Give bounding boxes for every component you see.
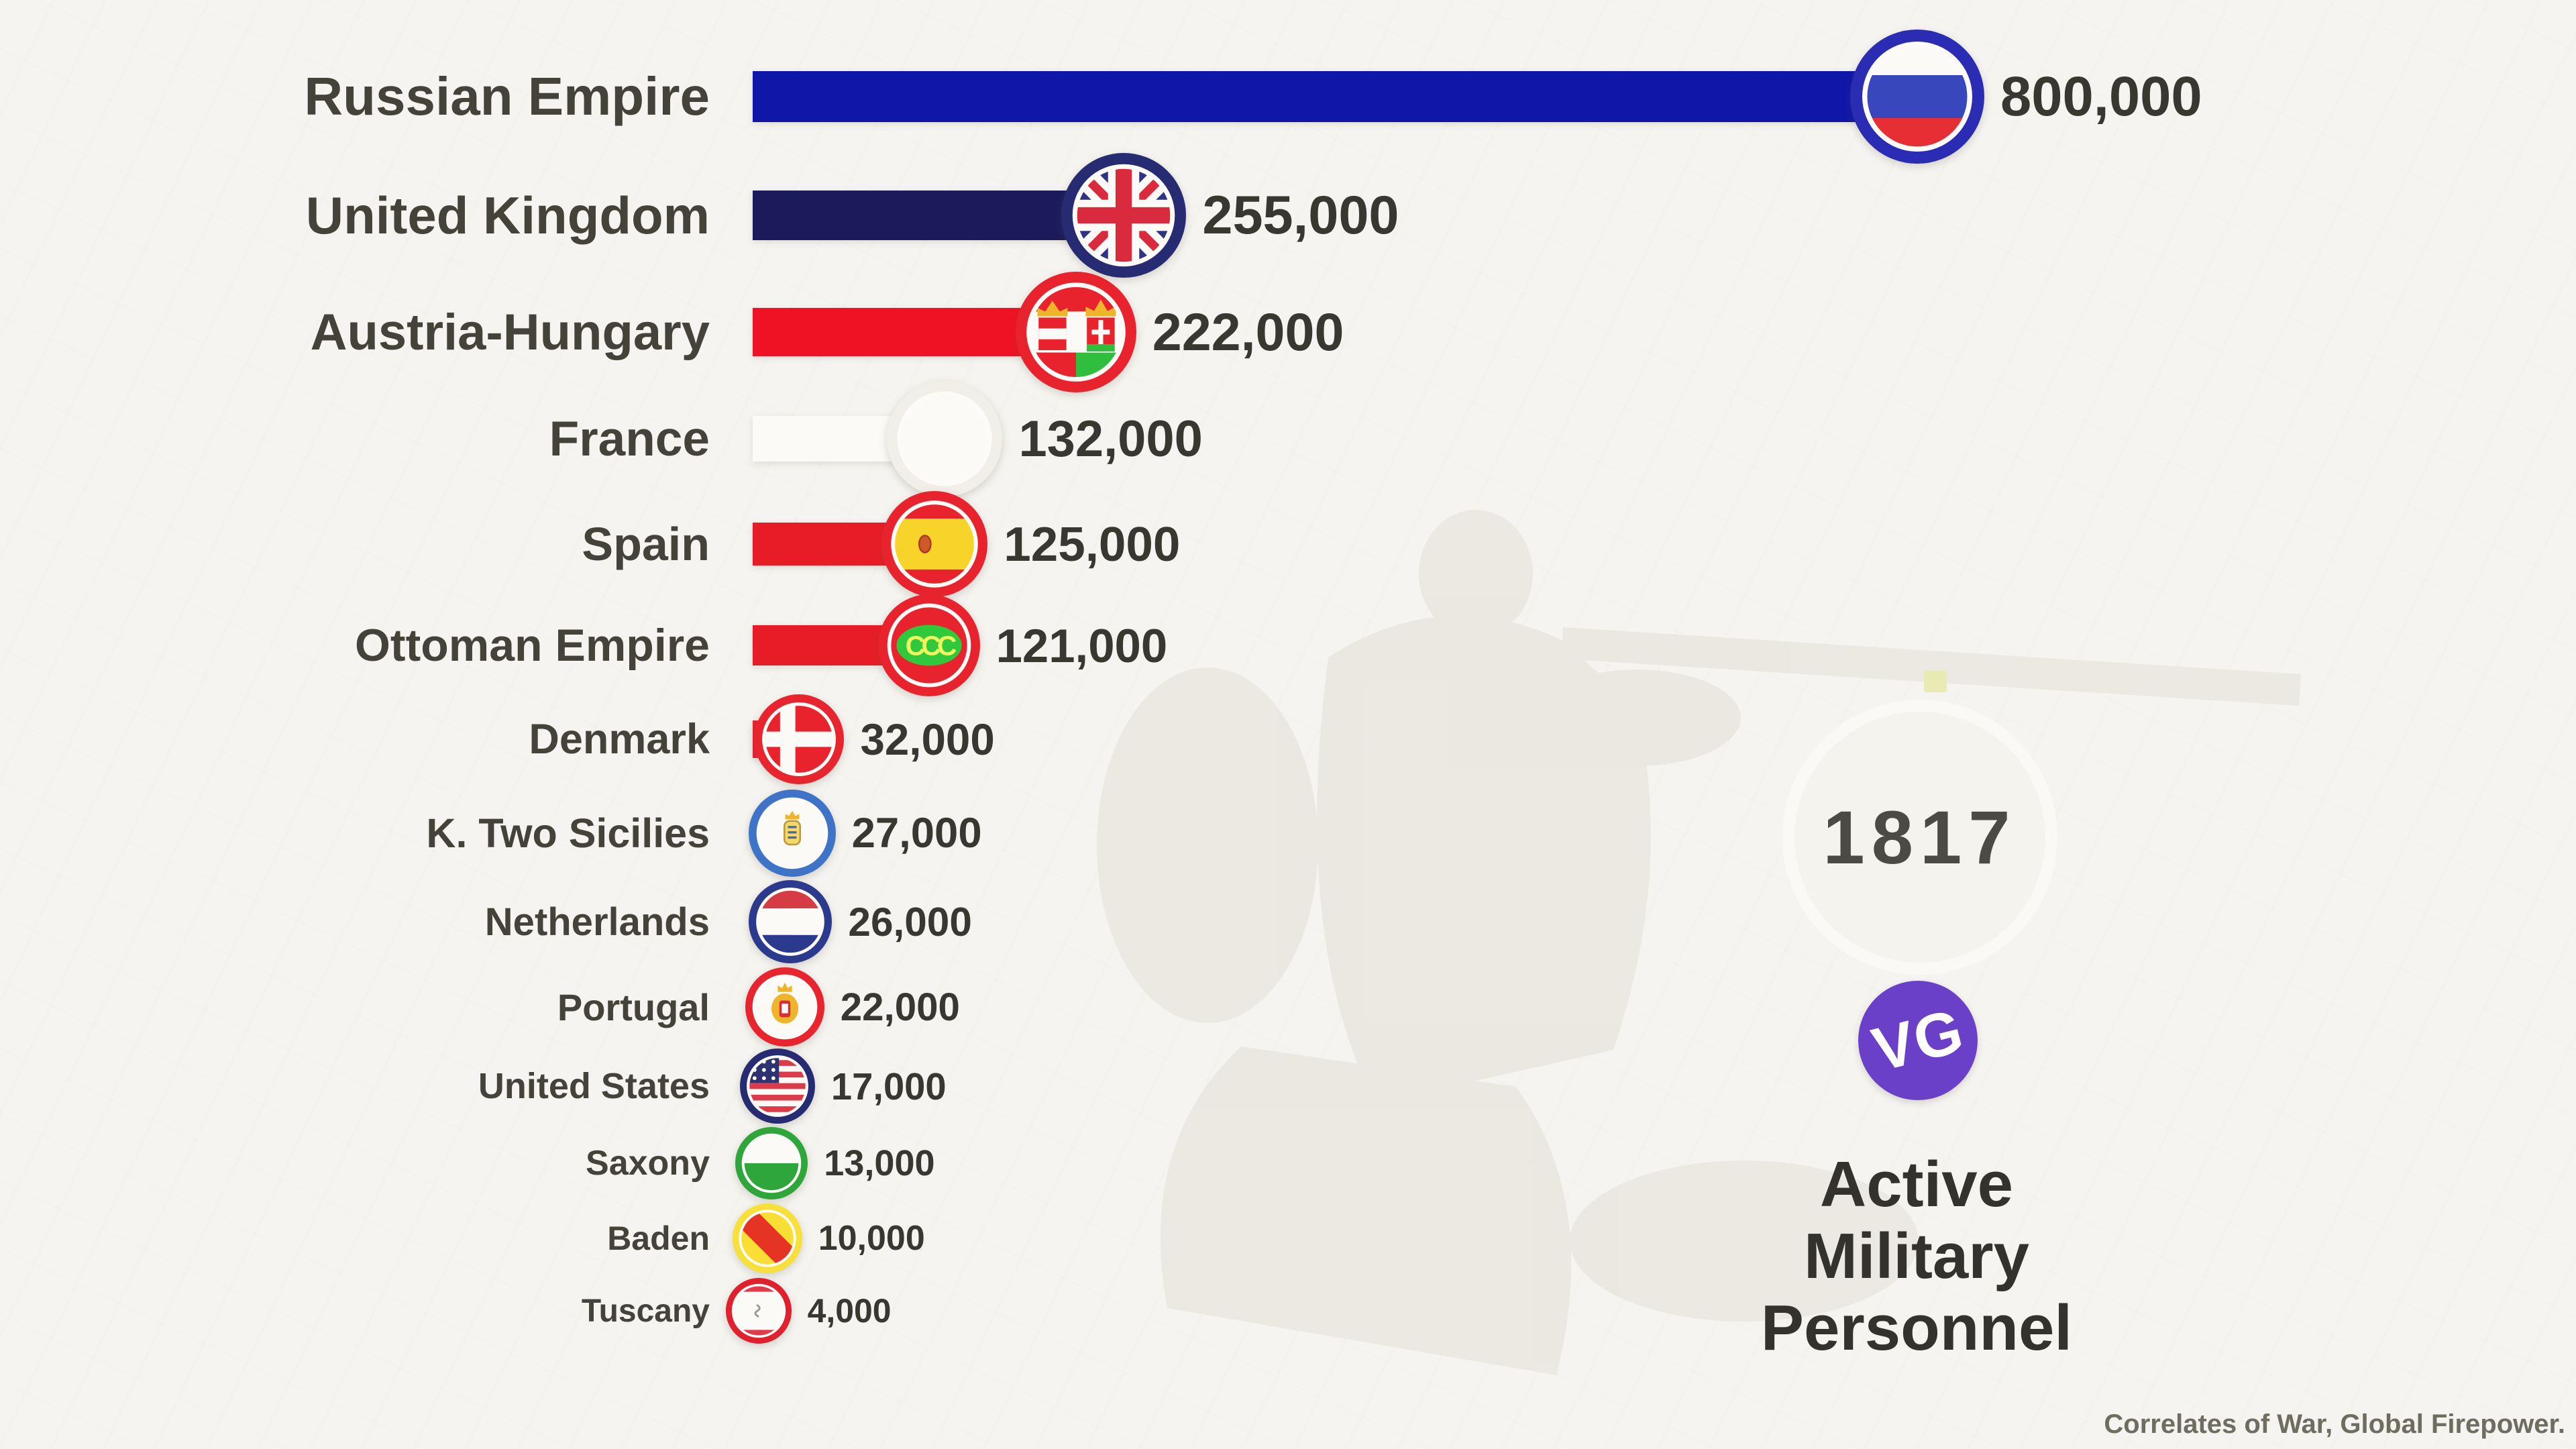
value-label: 800,000 bbox=[2000, 65, 2202, 127]
country-label: Baden bbox=[607, 1220, 710, 1257]
vg-logo-text: VG bbox=[1866, 996, 1970, 1085]
value-label: 125,000 bbox=[1004, 517, 1181, 572]
year-progress-marker bbox=[1924, 671, 1947, 692]
value-label: 4,000 bbox=[807, 1292, 892, 1330]
chart-title-line: Military bbox=[1803, 1220, 2030, 1292]
flag-spain-icon bbox=[881, 491, 988, 597]
country-label: Netherlands bbox=[484, 900, 710, 944]
flag-saxony-icon bbox=[735, 1127, 808, 1199]
value-label: 13,000 bbox=[824, 1143, 935, 1183]
vg-logo: VG bbox=[1858, 981, 1978, 1100]
value-label: 26,000 bbox=[848, 899, 972, 945]
country-label: Portugal bbox=[557, 985, 710, 1028]
flag-two-sicilies-icon bbox=[748, 790, 836, 877]
year-label: 1817 bbox=[1823, 795, 2017, 879]
flag-portugal-icon bbox=[745, 967, 824, 1046]
country-label: Austria-Hungary bbox=[310, 303, 710, 361]
value-label: 132,000 bbox=[1018, 410, 1203, 468]
svg-text:CCC: CCC bbox=[905, 630, 956, 661]
value-label: 22,000 bbox=[840, 985, 960, 1029]
flag-russian-empire-icon bbox=[1850, 30, 1984, 164]
country-label: France bbox=[549, 411, 710, 466]
flag-united-states-icon bbox=[739, 1049, 815, 1124]
chart-title-line: Personnel bbox=[1760, 1292, 2073, 1364]
value-label: 255,000 bbox=[1202, 184, 1399, 246]
chart-title: Active Military Personnel bbox=[1615, 1148, 2218, 1364]
flag-netherlands-icon bbox=[749, 880, 833, 963]
value-label: 32,000 bbox=[860, 714, 995, 764]
country-label: Tuscany bbox=[581, 1293, 710, 1329]
flag-ottoman-empire-icon: CCC bbox=[877, 594, 980, 696]
country-label: Saxony bbox=[586, 1144, 710, 1183]
value-label: 222,000 bbox=[1152, 302, 1344, 362]
flag-tuscany-icon bbox=[725, 1278, 792, 1344]
flag-france-icon bbox=[887, 381, 1003, 496]
country-label: Russian Empire bbox=[304, 66, 710, 126]
country-label: United States bbox=[478, 1066, 710, 1106]
country-label: K. Two Sicilies bbox=[426, 810, 710, 856]
value-label: 10,000 bbox=[818, 1219, 925, 1258]
flag-denmark-icon bbox=[754, 694, 845, 784]
country-label: Denmark bbox=[529, 716, 710, 763]
value-label: 17,000 bbox=[830, 1065, 947, 1108]
country-label: United Kingdom bbox=[305, 185, 710, 245]
year-bubble: 1817 bbox=[1782, 700, 2057, 975]
country-label: Spain bbox=[582, 518, 710, 570]
chart-title-line: Active bbox=[1819, 1148, 2014, 1220]
value-label: 121,000 bbox=[996, 619, 1168, 672]
value-label: 27,000 bbox=[851, 810, 982, 857]
source-attribution: Correlates of War, Global Firepower. bbox=[2104, 1409, 2565, 1439]
flag-united-kingdom-icon bbox=[1061, 153, 1187, 278]
flag-austria-hungary-icon bbox=[1015, 272, 1136, 392]
country-label: Ottoman Empire bbox=[355, 620, 710, 671]
bar bbox=[753, 71, 1917, 122]
flag-baden-icon bbox=[732, 1203, 802, 1273]
